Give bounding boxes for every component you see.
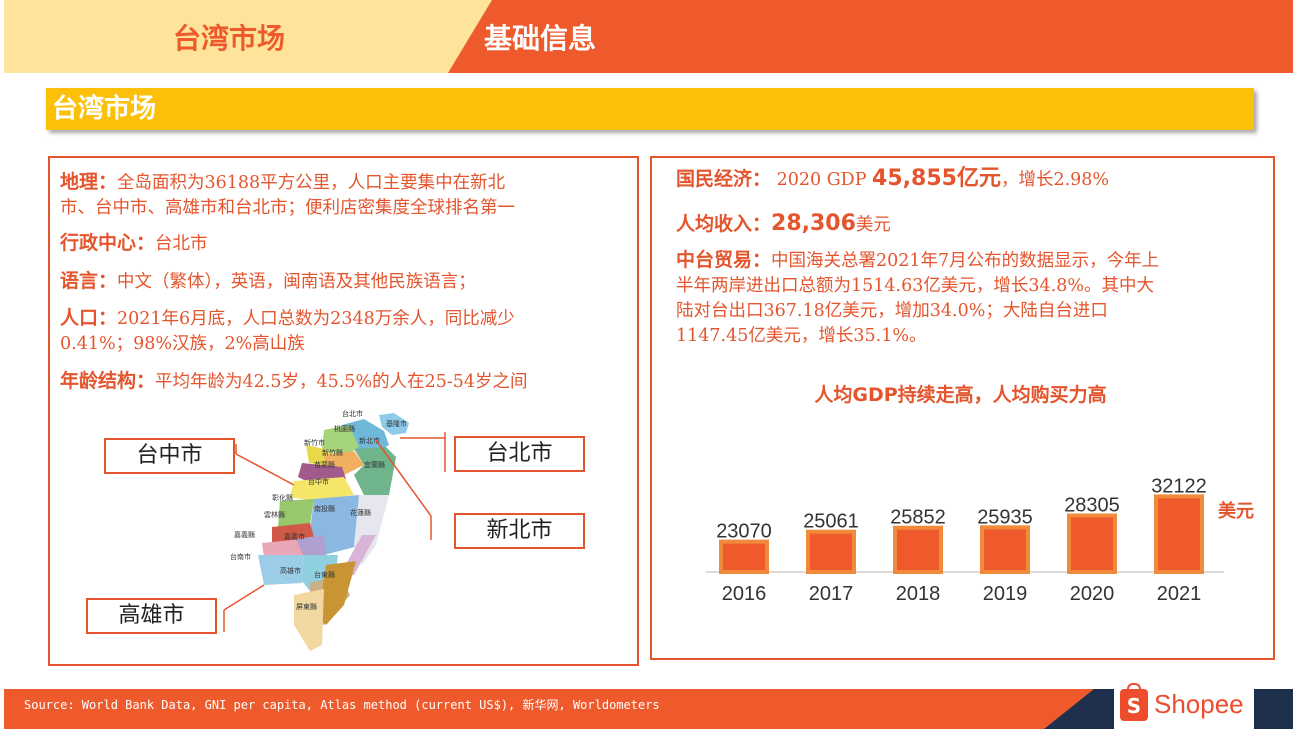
svg-text:台中市: 台中市	[308, 477, 329, 486]
bar-value-2017: 25061	[803, 511, 859, 533]
trade-paragraph: 中台贸易：中国海关总署2021年7月公布的数据显示，今年上 半年两岸进出口总额为…	[676, 249, 1160, 346]
x-tick-2019: 2019	[983, 583, 1028, 605]
x-tick-2016: 2016	[722, 583, 767, 605]
svg-text:花蓮縣: 花蓮縣	[350, 508, 371, 517]
bar-2020	[1067, 513, 1117, 574]
right-info-box	[650, 156, 1275, 660]
bar-2017	[806, 529, 856, 574]
label-new-taipei: 新北市	[454, 513, 585, 549]
header-right-band	[448, 0, 1293, 73]
footer-bar: Source: World Bank Data, GNI per capita,…	[4, 689, 1293, 729]
svg-text:新竹縣: 新竹縣	[322, 448, 343, 457]
header-left-band	[4, 0, 494, 73]
x-tick-2020: 2020	[1070, 583, 1115, 605]
bar-value-2018: 25852	[890, 507, 946, 529]
shopee-logo: S Shopee	[1114, 683, 1254, 729]
svg-text:桃園縣: 桃園縣	[334, 424, 355, 433]
admin-paragraph: 行政中心：台北市	[60, 232, 208, 254]
chart-unit-label: 美元	[1218, 500, 1254, 522]
svg-text:彰化縣: 彰化縣	[272, 493, 293, 502]
label-taipei: 台北市	[454, 436, 585, 472]
label-kaohsiung: 高雄市	[86, 598, 217, 634]
bar-2021	[1154, 494, 1204, 574]
slide: 台湾市场 基础信息 台湾市场 地理：全岛面积为36188平方公里，人口主要集中在…	[4, 0, 1293, 733]
gdp-bar-chart: 23070 2016 25061 2017 25852 2018 25935 2019 2830…	[706, 475, 1254, 605]
svg-text:宜蘭縣: 宜蘭縣	[364, 460, 385, 469]
section-banner: 台湾市场	[46, 88, 1254, 130]
income-paragraph: 人均收入：28,306美元	[676, 211, 891, 236]
svg-text:基隆市: 基隆市	[386, 419, 407, 428]
taiwan-map: 台北市 基隆市 桃園縣 新北市 新竹市 新竹縣 宜蘭縣 苗栗縣 台中市 彰化縣 …	[230, 409, 409, 651]
svg-text:苗栗縣: 苗栗縣	[314, 460, 335, 469]
population-paragraph: 人口：2021年6月底，人口总数为2348万余人，同比减少 0.41%；98%汉…	[60, 307, 515, 354]
age-paragraph: 年龄结构：平均年龄为42.5岁，45.5%的人在25-54岁之间	[60, 370, 528, 392]
shopee-wordmark: Shopee	[1154, 689, 1244, 719]
svg-text:新竹市: 新竹市	[304, 438, 325, 447]
bar-2019	[980, 525, 1030, 574]
svg-text:台東縣: 台東縣	[314, 570, 335, 579]
economy-paragraph: 国民经济： 2020 GDP 45,855亿元，增长2.98%	[676, 166, 1110, 191]
language-paragraph: 语言：中文（繁体），英语，闽南语及其他民族语言；	[60, 270, 476, 292]
svg-text:台北市: 台北市	[342, 409, 363, 418]
svg-text:台南市: 台南市	[230, 552, 251, 561]
bar-value-2020: 28305	[1064, 494, 1120, 516]
bar-2016	[719, 539, 769, 575]
section-title: 台湾市场	[52, 94, 157, 124]
bar-2018	[893, 525, 943, 574]
svg-text:嘉義市: 嘉義市	[284, 532, 305, 541]
bar-value-2021: 32122	[1151, 475, 1207, 497]
label-taichung: 台中市	[104, 438, 235, 474]
svg-text:南投縣: 南投縣	[314, 504, 335, 513]
x-tick-2018: 2018	[896, 583, 941, 605]
bar-value-2019: 25935	[977, 506, 1033, 528]
svg-text:雲林縣: 雲林縣	[264, 510, 285, 519]
footer-source: Source: World Bank Data, GNI per capita,…	[24, 698, 660, 712]
header-left-title: 台湾市场	[172, 21, 285, 55]
x-tick-2021: 2021	[1157, 583, 1202, 605]
svg-text:新北市: 新北市	[359, 436, 380, 445]
x-tick-2017: 2017	[809, 583, 854, 605]
shopee-bag-icon: S	[1120, 683, 1148, 721]
bar-value-2016: 23070	[716, 521, 772, 543]
svg-text:嘉義縣: 嘉義縣	[234, 530, 255, 539]
chart-title: 人均GDP持续走高，人均购买力高	[814, 384, 1107, 406]
geo-paragraph: 地理：全岛面积为36188平方公里，人口主要集中在新北 市、台中市、高雄市和台北…	[60, 171, 515, 218]
svg-text:屏東縣: 屏東縣	[296, 602, 317, 611]
svg-text:高雄市: 高雄市	[280, 566, 301, 575]
header-right-title: 基础信息	[484, 21, 597, 55]
